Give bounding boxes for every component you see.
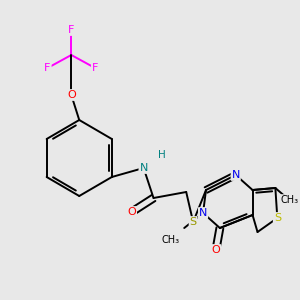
Text: F: F [92,63,98,73]
Text: F: F [44,63,51,73]
Text: O: O [67,90,76,100]
Text: N: N [232,170,240,180]
Text: N: N [140,163,148,173]
Text: O: O [212,245,220,255]
Text: N: N [199,208,207,218]
Text: O: O [128,207,136,217]
Text: CH₃: CH₃ [280,195,298,205]
Text: F: F [68,25,74,35]
Text: H: H [158,150,165,160]
Text: CH₃: CH₃ [161,235,179,245]
Text: S: S [190,217,197,227]
Text: S: S [274,213,281,223]
